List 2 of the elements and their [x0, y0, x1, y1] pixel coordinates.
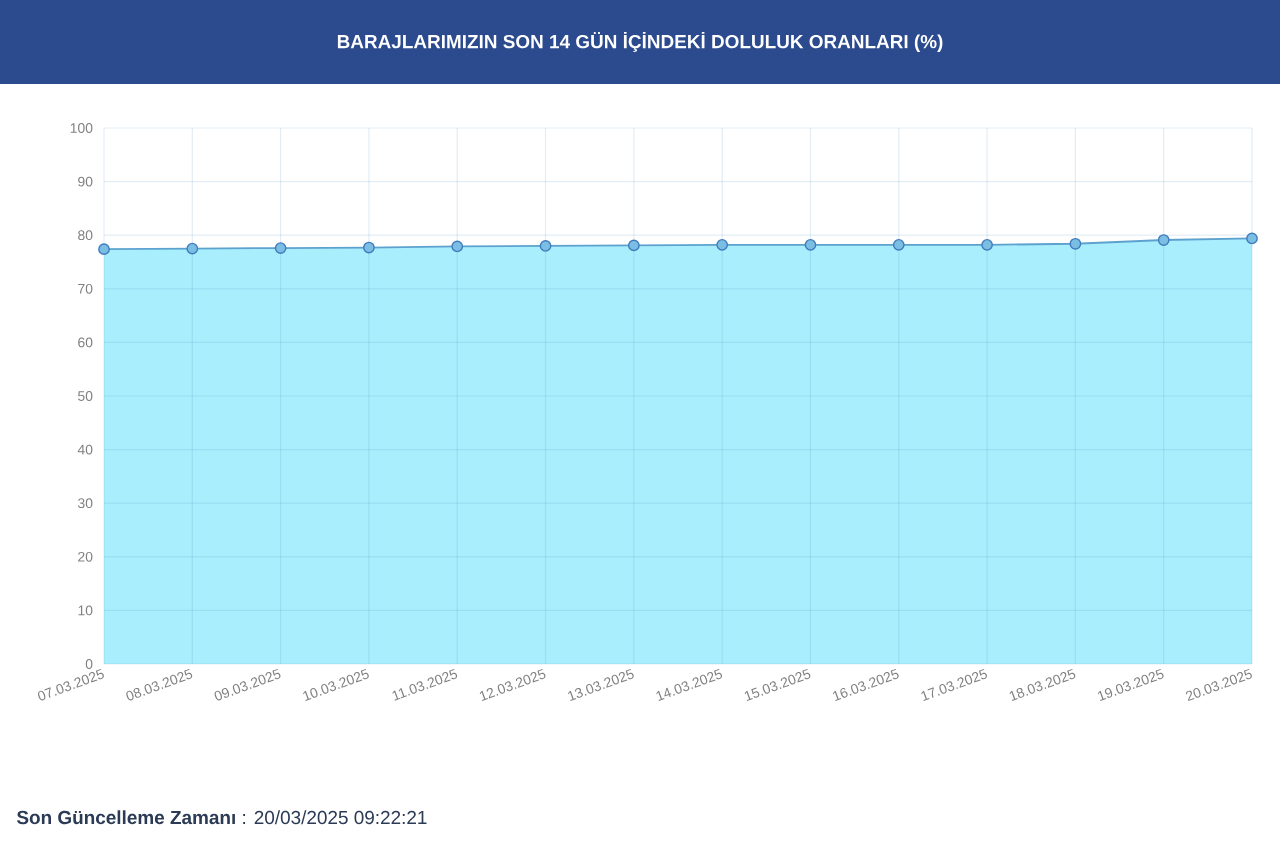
chart-title: BARAJLARIMIZIN SON 14 GÜN İÇİNDEKİ DOLULUK ORANLARI (%) [337, 31, 943, 53]
text: Son Güncelleme Zamanı : 20/03/2025 09:22:21 [16, 810, 427, 825]
